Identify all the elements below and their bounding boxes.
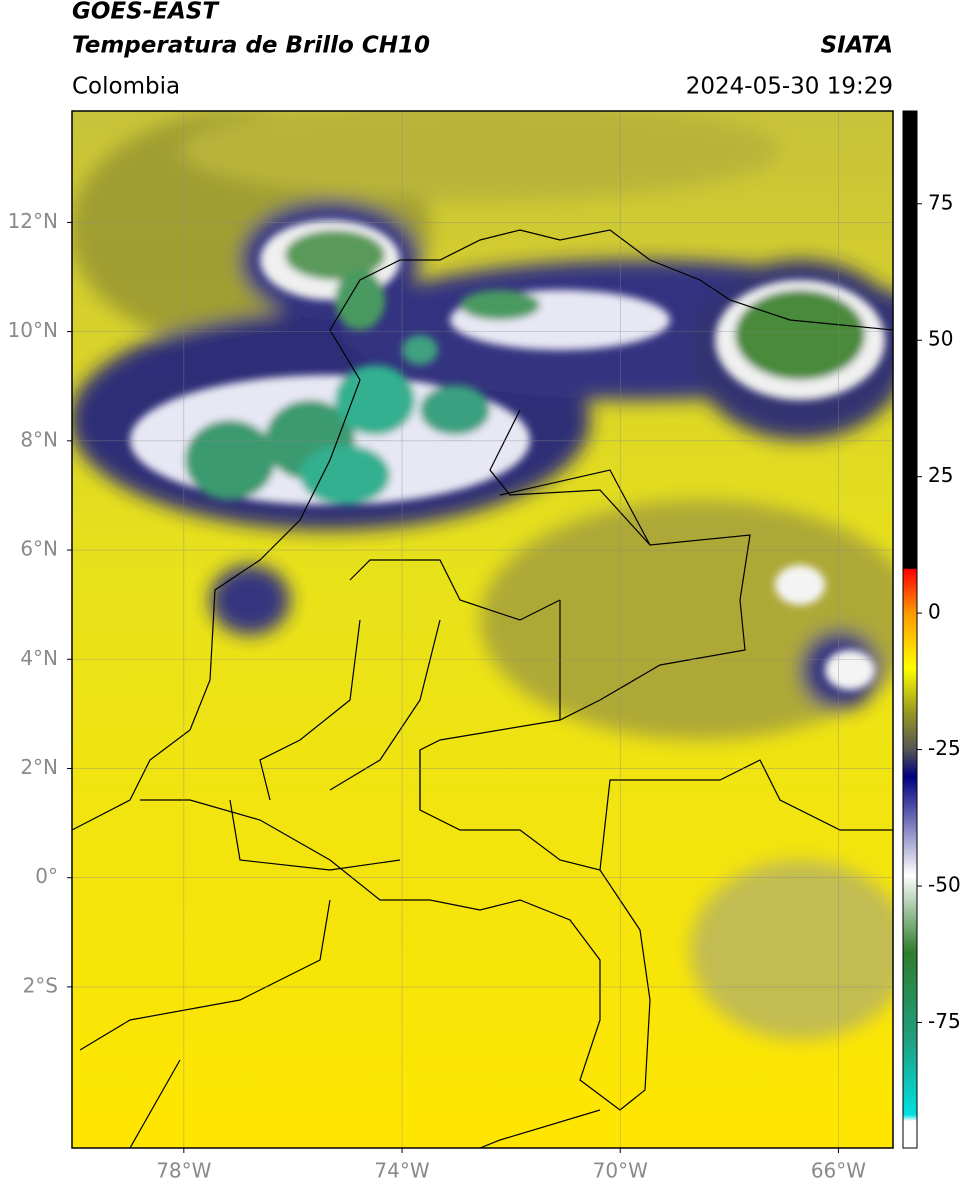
subtitle: Temperatura de Brillo CH10 (72, 33, 430, 59)
colorbar (902, 110, 918, 1149)
colorbar-label: 25 (928, 463, 953, 487)
y-tick-label: 8°N (20, 427, 58, 451)
colorbar-label: 75 (928, 190, 953, 214)
colorbar-label: -75 (928, 1009, 961, 1033)
grid (72, 111, 893, 1148)
borders (72, 229, 893, 1148)
y-tick-label: 2°S (23, 973, 58, 997)
colorbar-label: -50 (928, 873, 961, 897)
source: SIATA (821, 33, 893, 59)
x-tick-label: 78°W (156, 1159, 211, 1183)
x-tick-label: 70°W (593, 1159, 648, 1183)
map-frame (71, 110, 894, 1149)
colorbar-label: 50 (928, 327, 953, 351)
y-tick-label: 12°N (8, 209, 58, 233)
x-tick-label: 74°W (374, 1159, 429, 1183)
colorbar-label: 0 (928, 600, 941, 624)
y-tick-label: 10°N (8, 318, 58, 342)
timestamp: 2024-05-30 19:29 (686, 74, 893, 100)
x-tick-label: 66°W (811, 1159, 866, 1183)
region: Colombia (72, 74, 180, 100)
colorbar-label: -25 (928, 736, 961, 760)
y-tick-label: 2°N (20, 755, 58, 779)
y-tick-label: 6°N (20, 537, 58, 561)
title: GOES-EAST (72, 0, 220, 25)
satellite-image (72, 111, 893, 1148)
y-tick-label: 4°N (20, 646, 58, 670)
y-tick-label: 0° (35, 864, 58, 888)
